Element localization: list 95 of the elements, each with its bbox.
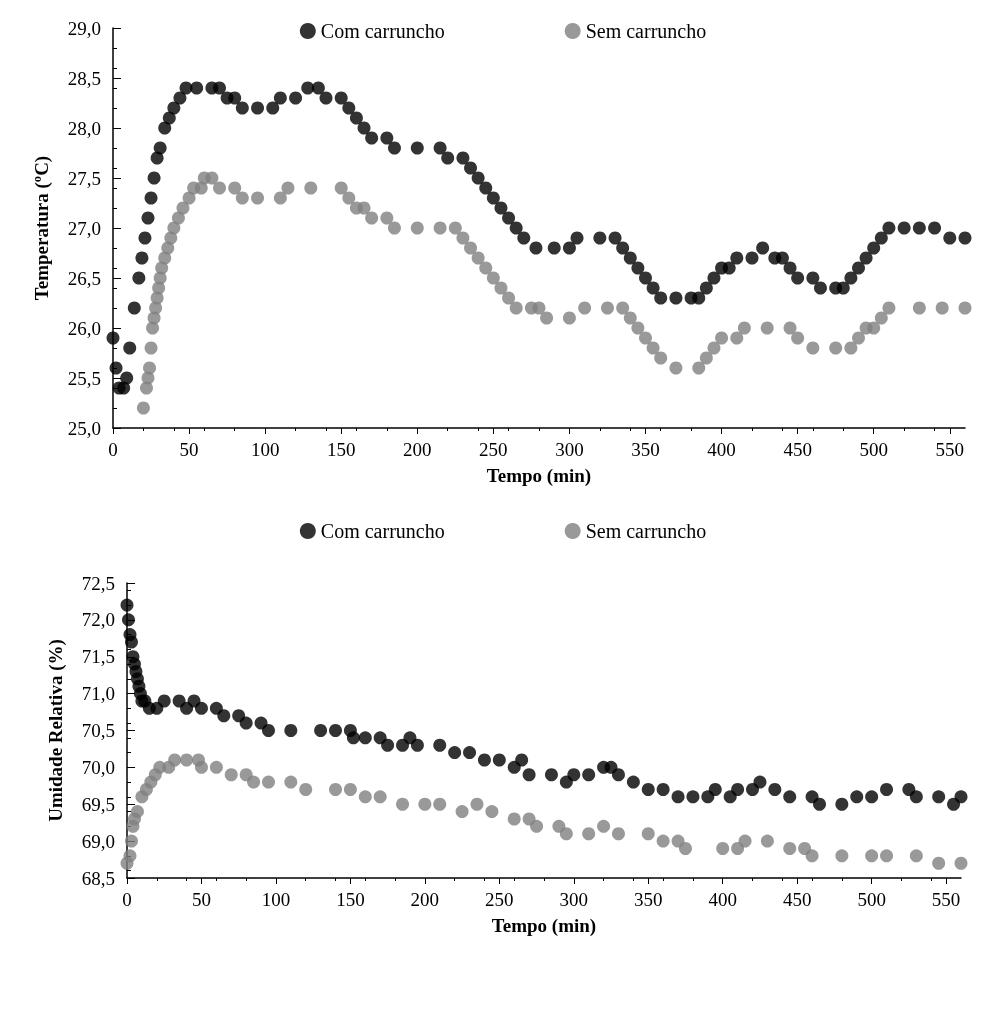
point — [805, 849, 819, 863]
point — [433, 797, 447, 811]
x-tick-label: 250 — [479, 439, 508, 460]
y-tick-label: 29,0 — [67, 17, 101, 39]
y-tick-label: 72,5 — [81, 572, 115, 594]
point — [865, 849, 879, 863]
point — [716, 842, 730, 855]
x-tick-label: 150 — [326, 439, 356, 460]
legend-label: Sem carruncho — [585, 20, 707, 42]
point — [130, 805, 144, 819]
x-tick-label: 550 — [935, 439, 965, 460]
point — [880, 849, 894, 863]
point — [329, 783, 342, 796]
point — [247, 775, 261, 789]
point — [656, 834, 670, 848]
y-tick-label: 28,0 — [67, 117, 101, 139]
point — [358, 790, 372, 804]
x-tick-label: 0 — [108, 439, 118, 460]
x-tick-label: 100 — [250, 439, 280, 460]
x-tick-label: 500 — [857, 889, 886, 910]
point — [679, 842, 692, 855]
legend-label: Com carruncho — [320, 20, 445, 42]
y-axis-title: Umidade Relativa (%) — [45, 639, 67, 822]
point — [909, 849, 923, 863]
y-tick-label: 28,5 — [67, 67, 101, 89]
y-tick-label: 71,5 — [81, 646, 115, 668]
point — [641, 827, 655, 841]
x-tick-label: 300 — [559, 889, 589, 910]
point — [343, 783, 357, 796]
x-tick-label: 450 — [782, 889, 812, 910]
y-tick-label: 71,0 — [81, 683, 115, 705]
point — [954, 856, 968, 870]
y-tick-label: 69,0 — [81, 830, 115, 852]
y-tick-label: 26,0 — [67, 317, 101, 339]
x-tick-label: 350 — [634, 889, 663, 910]
point — [224, 768, 238, 782]
y-tick-label: 69,5 — [81, 793, 115, 815]
y-tick-label: 70,0 — [81, 756, 115, 778]
point — [194, 760, 208, 774]
point — [783, 842, 797, 855]
point — [262, 775, 275, 789]
point — [552, 819, 566, 833]
point — [582, 827, 596, 841]
point — [597, 819, 611, 833]
x-tick-label: 350 — [631, 439, 660, 460]
point — [124, 834, 138, 848]
x-tick-label: 200 — [410, 889, 440, 910]
y-tick-label: 25,5 — [67, 367, 101, 389]
point — [168, 753, 182, 767]
x-tick-label: 50 — [179, 439, 199, 460]
x-tick-label: 250 — [485, 889, 514, 910]
point — [731, 842, 745, 855]
y-tick-label: 25,0 — [67, 417, 101, 439]
point — [835, 849, 849, 863]
x-tick-label: 50 — [191, 889, 211, 910]
point — [738, 834, 752, 848]
point — [611, 827, 625, 841]
x-axis-title: Tempo (min) — [486, 465, 592, 487]
x-tick-label: 150 — [336, 889, 365, 910]
y-axis-title: Temperatura (ºC) — [31, 155, 53, 301]
point — [418, 797, 432, 811]
y-tick-label: 72,0 — [81, 609, 115, 631]
y-tick-label: 26,5 — [67, 267, 101, 289]
x-axis-title: Tempo (min) — [491, 915, 597, 937]
point — [299, 783, 313, 796]
point — [470, 797, 484, 811]
x-tick-label: 500 — [859, 439, 888, 460]
x-tick-label: 400 — [707, 439, 736, 460]
x-tick-label: 100 — [261, 889, 291, 910]
point — [932, 856, 946, 870]
point — [209, 760, 223, 774]
point — [530, 819, 544, 833]
legend-label: Sem carruncho — [585, 520, 707, 542]
y-tick-label: 70,5 — [81, 720, 115, 741]
y-tick-label: 27,0 — [67, 217, 101, 239]
point — [180, 753, 194, 767]
point — [485, 805, 499, 819]
legend-label: Com carruncho — [320, 520, 445, 542]
point — [455, 805, 469, 819]
y-tick-label: 27,5 — [67, 167, 101, 189]
x-tick-label: 450 — [783, 439, 812, 460]
x-tick-label: 300 — [555, 439, 584, 460]
x-tick-label: 550 — [931, 889, 961, 910]
point — [123, 849, 137, 863]
point — [284, 775, 298, 789]
point — [559, 827, 573, 841]
x-tick-label: 400 — [708, 889, 737, 910]
point — [373, 790, 387, 804]
x-tick-label: 0 — [122, 889, 132, 910]
point — [396, 797, 410, 811]
point — [507, 812, 521, 826]
point — [798, 842, 812, 855]
x-tick-label: 200 — [403, 439, 432, 460]
y-tick-label: 68,5 — [81, 867, 115, 889]
point — [760, 834, 774, 848]
